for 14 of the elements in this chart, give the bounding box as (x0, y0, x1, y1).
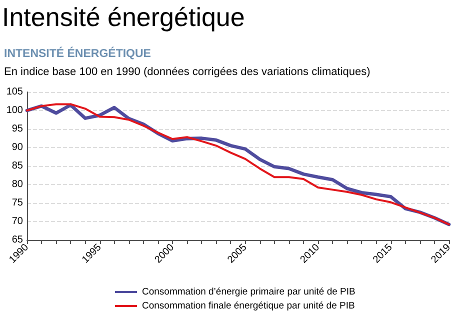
y-tick-label: 65 (12, 234, 24, 246)
y-tick-label: 95 (12, 124, 24, 134)
y-tick-label: 105 (6, 86, 24, 98)
chart-subtitle: INTENSITÉ ÉNERGÉTIQUE (4, 48, 151, 60)
chart-title: Intensité énergétique (2, 2, 245, 33)
legend-label: Consommation d’énergie primaire par unité de PIB (142, 286, 356, 298)
y-tick-label: 85 (12, 160, 24, 172)
y-axis-title: En indice base 100 en 1990 (données corrigées des variations climatiques) (4, 66, 370, 78)
y-tick-label: 80 (12, 179, 24, 190)
legend-label: Consommation finale énergétique par unité de PIB (142, 300, 355, 312)
y-tick-label: 75 (12, 198, 24, 208)
y-tick-label: 100 (6, 105, 24, 116)
y-tick-label: 70 (12, 216, 24, 227)
y-tick-label: 90 (12, 142, 24, 153)
